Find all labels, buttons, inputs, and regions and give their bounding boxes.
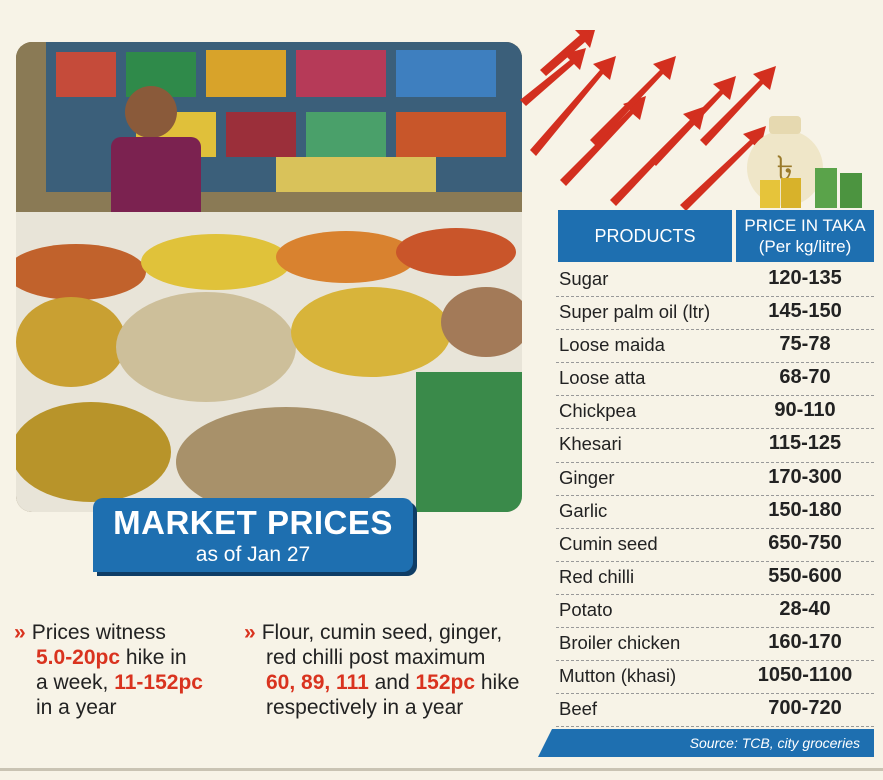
product-price: 160-170 <box>768 631 842 654</box>
table-row: Super palm oil (ltr) 145-150 <box>556 297 874 331</box>
bullet-text: hike <box>475 671 520 694</box>
header-products: PRODUCTS <box>558 210 732 262</box>
bullet-highlight: 11-152pc <box>114 671 203 694</box>
product-name: Loose atta <box>559 367 646 389</box>
product-name: Red chilli <box>559 565 635 587</box>
bullet-point-1: » Prices witness 5.0-20pc hike in a week,… <box>14 620 234 720</box>
table-header: PRODUCTS PRICE IN TAKA (Per kg/litre) <box>556 206 874 264</box>
table-row: Broiler chicken 160-170 <box>556 628 874 662</box>
bullet-text: red chilli post maximum <box>266 646 486 669</box>
bullet-point-2: » Flour, cumin seed, ginger, red chilli p… <box>244 620 544 720</box>
product-name: Super palm oil (ltr) <box>559 301 711 323</box>
bullet-text: Flour, cumin seed, ginger, <box>261 621 503 644</box>
divider <box>0 768 883 771</box>
bullet-highlight: 5.0-20pc <box>36 646 121 669</box>
table-row: Sugar 120-135 <box>556 264 874 298</box>
product-name: Chickpea <box>559 400 637 422</box>
bullet-text: a week, <box>36 671 115 694</box>
product-name: Ginger <box>559 466 615 488</box>
product-price: 68-70 <box>779 366 831 389</box>
product-price: 170-300 <box>768 465 842 488</box>
bullet-text: and <box>368 671 416 694</box>
product-price: 150-180 <box>768 498 842 521</box>
source-text: Source: TCB, city groceries <box>689 735 860 751</box>
table-row: Ginger 170-300 <box>556 463 874 496</box>
product-price: 550-600 <box>768 564 842 587</box>
double-chevron-right-icon: » <box>244 621 256 644</box>
product-price: 90-110 <box>774 399 836 422</box>
table-row: Cumin seed 650-750 <box>556 529 874 562</box>
product-price: 145-150 <box>768 300 842 323</box>
badge-title: MARKET PRICES <box>113 504 393 541</box>
bullet-text: respectively in a year <box>266 696 464 719</box>
product-name: Broiler chicken <box>559 632 681 654</box>
product-name: Cumin seed <box>559 532 658 554</box>
product-name: Potato <box>559 598 613 620</box>
taka-money-bag-icon: ৳ <box>747 116 862 208</box>
table-row: Loose atta 68-70 <box>556 363 874 397</box>
table-row: Mutton (khasi) 1050-1100 <box>556 661 874 695</box>
table-row: Khesari 115-125 <box>556 429 874 463</box>
header-price: PRICE IN TAKA (Per kg/litre) <box>736 210 874 262</box>
table-row: Beef 700-720 <box>556 694 874 728</box>
header-price-unit: (Per kg/litre) <box>758 237 852 256</box>
bullet-highlight: 152pc <box>415 671 476 694</box>
product-price: 650-750 <box>768 531 842 554</box>
table-row: Potato 28-40 <box>556 595 874 629</box>
source-bar: Source: TCB, city groceries <box>538 729 874 757</box>
product-name: Khesari <box>559 433 622 455</box>
product-price: 120-135 <box>768 267 842 289</box>
table-body: Sugar 120-135 Super palm oil (ltr) 145-150 L… <box>556 264 874 728</box>
product-name: Garlic <box>559 499 608 521</box>
bullet-text: hike in <box>120 646 187 669</box>
badge-subtitle: as of Jan 27 <box>195 543 311 566</box>
table-row: Loose maida 75-78 <box>556 330 874 364</box>
product-name: Beef <box>559 698 598 720</box>
bullet-text: Prices witness <box>31 621 166 644</box>
rising-arrows-decoration <box>520 30 776 211</box>
product-price: 75-78 <box>779 333 831 356</box>
table-row: Red chilli 550-600 <box>556 562 874 595</box>
product-name: Loose maida <box>559 334 665 356</box>
table-row: Garlic 150-180 <box>556 496 874 529</box>
product-price: 115-125 <box>768 432 842 455</box>
header-price-title: PRICE IN TAKA <box>744 216 866 235</box>
market-photo <box>16 42 522 512</box>
product-price: 28-40 <box>779 597 831 620</box>
price-table: PRODUCTS PRICE IN TAKA (Per kg/litre) Su… <box>556 206 874 728</box>
market-prices-badge: MARKET PRICES as of Jan 27 <box>93 498 413 572</box>
table-row: Chickpea 90-110 <box>556 396 874 430</box>
product-price: 1050-1100 <box>757 664 853 687</box>
product-name: Sugar <box>559 268 609 289</box>
product-price: 700-720 <box>768 697 842 720</box>
bullet-highlight: 60, 89, 111 <box>266 671 369 694</box>
bullet-text: in a year <box>36 696 117 719</box>
double-chevron-right-icon: » <box>14 621 26 644</box>
product-name: Mutton (khasi) <box>559 665 677 687</box>
